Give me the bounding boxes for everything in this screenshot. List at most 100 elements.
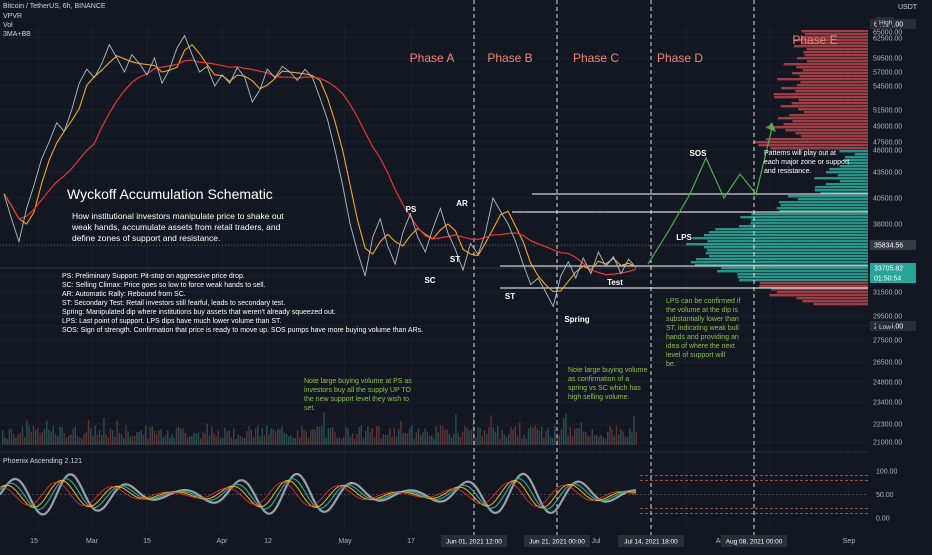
legend-line: PS: Preliminary Support: Pit-stop on agg… bbox=[62, 273, 245, 280]
note-lps: idea of where the next bbox=[666, 343, 735, 350]
countdown-label-bg bbox=[870, 273, 916, 283]
note-lps: LPS can be confirmed if bbox=[666, 298, 740, 305]
x-tick-label: Apr bbox=[217, 538, 229, 545]
indicator-3ma-bb[interactable]: 3MA+BB bbox=[3, 31, 31, 38]
x-tick-label: 17 bbox=[407, 538, 415, 545]
note-ps-volume: set. bbox=[304, 405, 315, 412]
annotation-subtitle: weak hands, accumulate assets from retai… bbox=[71, 222, 281, 232]
y-tick-label: 65000.00 bbox=[873, 30, 902, 37]
note-spring-volume: spring vs SC which has bbox=[568, 385, 641, 392]
event-label-sc: SC bbox=[424, 276, 435, 285]
y-tick-label: 26500.00 bbox=[873, 360, 902, 367]
event-label-lps: LPS bbox=[676, 233, 692, 242]
y-tick-label: 62500.00 bbox=[873, 36, 902, 43]
date-label-bg bbox=[618, 535, 684, 547]
y-tick-label: 46000.00 bbox=[873, 148, 902, 155]
y-tick-label: 59500.00 bbox=[873, 56, 902, 63]
current-price-label-bg bbox=[870, 263, 916, 273]
y-tick-label: 49000.00 bbox=[873, 124, 902, 131]
note-ps-volume: investors buy all the supply UP TO bbox=[304, 387, 412, 394]
mid-price-label: 35834.56 bbox=[874, 243, 903, 250]
osc-tick-label: 100.00 bbox=[876, 469, 898, 476]
y-tick-label: 54500.00 bbox=[873, 84, 902, 91]
phase-label: Phase C bbox=[573, 51, 619, 65]
event-label-ar: AR bbox=[456, 199, 468, 208]
high-tag: High bbox=[879, 20, 893, 27]
y-tick-label: 51500.00 bbox=[873, 108, 902, 115]
date-label: Jul 14, 2021 18:00 bbox=[624, 539, 678, 546]
fast-ma-line bbox=[3, 43, 637, 293]
note-spring-volume: high selling volume. bbox=[568, 394, 630, 401]
x-tick-label: Mar bbox=[86, 538, 99, 545]
slow-ma-line bbox=[3, 59, 637, 276]
x-tick-label: Sep bbox=[843, 538, 856, 545]
date-label-bg bbox=[441, 535, 507, 547]
phase-label: Phase D bbox=[657, 51, 703, 65]
legend-line: AR: Automatic Rally: Rebound from SC. bbox=[62, 291, 186, 298]
phase-label: Phase A bbox=[410, 51, 455, 65]
legend-line: ST: Secondary Test: Retail investors sti… bbox=[62, 300, 285, 307]
note-patterns: each major zone or support bbox=[764, 159, 849, 166]
low-price-label-bg bbox=[870, 321, 916, 331]
y-tick-label: 57000.00 bbox=[873, 70, 902, 77]
note-lps: hands and providing an bbox=[666, 334, 739, 341]
event-label-st2: ST bbox=[505, 292, 515, 301]
date-label: Jun 21, 2021 00:00 bbox=[529, 539, 585, 546]
event-label-spring: Spring bbox=[564, 315, 589, 324]
y-tick-label: 27500.00 bbox=[873, 338, 902, 345]
legend-line: Spring: Manipulated dip where institutio… bbox=[62, 309, 336, 316]
note-lps: the volume at the dip is bbox=[666, 307, 738, 314]
x-tick-label: Jul bbox=[592, 538, 601, 545]
phase-label: Phase B bbox=[487, 51, 532, 65]
event-label-test: Test bbox=[607, 278, 623, 287]
x-tick-label: May bbox=[338, 538, 352, 545]
currency-label: USDT bbox=[898, 4, 918, 11]
osc-tick-label: 0.00 bbox=[876, 516, 890, 523]
annotation-title: Wyckoff Accumulation Schematic bbox=[67, 186, 273, 202]
oscillator-title[interactable]: Phoenix Ascending 2.121 bbox=[3, 458, 83, 465]
y-tick-label: 40500.00 bbox=[873, 196, 902, 203]
symbol-title: Bitcoin / TetherUS, 6h, BINANCE bbox=[3, 3, 106, 10]
y-tick-label: 21000.00 bbox=[873, 440, 902, 447]
x-tick-label: 12 bbox=[264, 538, 272, 545]
note-lps: level of support will bbox=[666, 352, 726, 359]
indicator-vol[interactable]: Vol bbox=[3, 22, 13, 29]
event-label-sos: SOS bbox=[690, 149, 708, 158]
event-label-st1: ST bbox=[450, 255, 460, 264]
y-tick-label: 43500.00 bbox=[873, 170, 902, 177]
note-lps: be. bbox=[666, 361, 676, 368]
projection-line bbox=[647, 127, 773, 265]
price-series-line bbox=[3, 34, 637, 308]
date-label-bg bbox=[524, 535, 590, 547]
y-tick-label: 31500.00 bbox=[873, 290, 902, 297]
y-tick-label: 23400.00 bbox=[873, 400, 902, 407]
date-label: Aug 08, 2021 00:00 bbox=[726, 539, 783, 546]
note-ps-volume: Note large buying volume at PS as bbox=[304, 378, 412, 385]
note-spring-volume: as confirmation of a bbox=[568, 376, 629, 383]
y-tick-label: 47500.00 bbox=[873, 140, 902, 147]
date-label-bg bbox=[721, 535, 787, 547]
current-price-label: 33705.82 bbox=[874, 266, 903, 273]
y-tick-label: 22300.00 bbox=[873, 422, 902, 429]
y-tick-label: 38000.00 bbox=[873, 222, 902, 229]
event-label-ps: PS bbox=[406, 205, 417, 214]
legend-line: SOS: Sign of strength. Confirmation that… bbox=[62, 327, 423, 334]
note-patterns: and resistance. bbox=[764, 168, 812, 175]
note-lps: substantially lower than bbox=[666, 316, 739, 323]
note-ps-volume: the new support level they wish to bbox=[304, 396, 409, 403]
note-lps: ST, indicating weak bull bbox=[666, 325, 739, 332]
legend-line: LPS: Last point of support. LPS dips hav… bbox=[62, 318, 282, 325]
y-tick-label: 24800.00 bbox=[873, 380, 902, 387]
low-tag: Low bbox=[879, 324, 891, 331]
legend-line: SC: Selling Climax: Price goes so low to… bbox=[62, 282, 266, 289]
note-spring-volume: Note large buying volume bbox=[568, 367, 647, 374]
annotation-subtitle: How institutional investors manipulate p… bbox=[72, 211, 284, 221]
date-label: Jun 01, 2021 12:00 bbox=[446, 539, 502, 546]
phase-label: Phase E bbox=[792, 33, 837, 47]
annotation-subtitle: define zones of support and resistance. bbox=[72, 233, 220, 243]
osc-tick-label: 50.00 bbox=[876, 492, 894, 499]
indicator-vpvr[interactable]: VPVR bbox=[3, 13, 23, 20]
note-patterns: Patterns will play out at bbox=[764, 150, 836, 157]
